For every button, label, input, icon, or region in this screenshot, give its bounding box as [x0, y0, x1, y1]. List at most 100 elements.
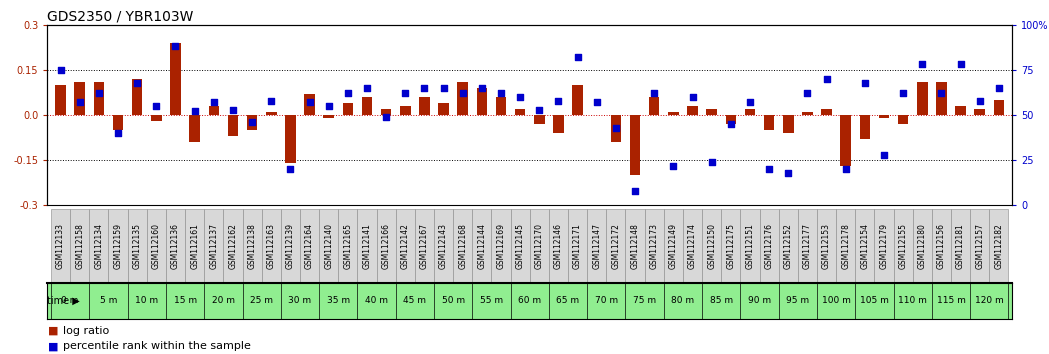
Point	[359, 85, 376, 91]
Point	[167, 44, 184, 49]
Point	[416, 85, 433, 91]
Bar	[553, 115, 563, 133]
Text: 30 m: 30 m	[288, 296, 312, 306]
Bar	[645, 209, 664, 283]
Bar	[242, 209, 261, 283]
Text: GSM112133: GSM112133	[56, 223, 65, 269]
Bar	[166, 209, 185, 283]
Text: GSM112172: GSM112172	[612, 223, 620, 269]
Bar	[683, 209, 702, 283]
Bar	[573, 85, 583, 115]
Text: GSM112168: GSM112168	[458, 223, 467, 269]
Text: GSM112166: GSM112166	[382, 223, 390, 269]
Bar	[741, 209, 759, 283]
Text: GSM112137: GSM112137	[210, 223, 218, 269]
Text: 45 m: 45 m	[404, 296, 426, 306]
Point	[148, 103, 165, 109]
Point	[320, 103, 337, 109]
Bar	[549, 209, 569, 283]
Point	[876, 152, 893, 158]
Text: 75 m: 75 m	[634, 296, 657, 306]
Text: GSM112139: GSM112139	[286, 223, 295, 269]
Text: GSM112134: GSM112134	[94, 223, 104, 269]
Text: 60 m: 60 m	[518, 296, 541, 306]
Point	[837, 166, 854, 172]
Text: 110 m: 110 m	[898, 296, 927, 306]
Text: GSM112170: GSM112170	[535, 223, 543, 269]
Bar	[266, 112, 277, 115]
Text: 50 m: 50 m	[442, 296, 465, 306]
Bar	[209, 106, 219, 115]
Bar	[472, 209, 491, 283]
Text: 100 m: 100 m	[821, 296, 851, 306]
Point	[301, 99, 318, 105]
Text: 5 m: 5 m	[100, 296, 117, 306]
Point	[378, 114, 394, 120]
Bar	[802, 112, 813, 115]
Text: GSM112154: GSM112154	[860, 223, 870, 269]
Text: GSM112175: GSM112175	[726, 223, 735, 269]
Text: 15 m: 15 m	[173, 296, 196, 306]
Bar	[668, 112, 679, 115]
Text: 85 m: 85 m	[710, 296, 733, 306]
Bar	[151, 115, 162, 121]
Text: GSM112177: GSM112177	[802, 223, 812, 269]
Point	[818, 76, 835, 82]
Bar	[511, 209, 530, 283]
Text: GSM112152: GSM112152	[784, 223, 793, 269]
Bar	[821, 109, 832, 115]
Point	[952, 62, 969, 67]
Bar	[722, 209, 741, 283]
Point	[187, 109, 204, 114]
Text: GSM112160: GSM112160	[152, 223, 160, 269]
Text: GSM112151: GSM112151	[746, 223, 754, 269]
Bar	[285, 115, 296, 163]
Bar	[438, 103, 449, 115]
Text: GSM112159: GSM112159	[113, 223, 123, 269]
Bar	[358, 209, 377, 283]
Bar	[894, 209, 913, 283]
Text: GSM112149: GSM112149	[669, 223, 678, 269]
Bar	[185, 209, 205, 283]
Point	[473, 85, 490, 91]
Bar	[625, 209, 645, 283]
Bar	[93, 82, 104, 115]
Text: GSM112161: GSM112161	[190, 223, 199, 269]
Point	[493, 91, 510, 96]
Text: GSM112157: GSM112157	[976, 223, 984, 269]
Text: percentile rank within the sample: percentile rank within the sample	[63, 341, 251, 351]
Bar	[936, 82, 946, 115]
Text: 90 m: 90 m	[748, 296, 771, 306]
Point	[914, 62, 930, 67]
Bar	[817, 209, 836, 283]
Text: log ratio: log ratio	[63, 326, 109, 336]
Bar	[362, 97, 372, 115]
Text: GSM112142: GSM112142	[401, 223, 410, 269]
Text: 115 m: 115 m	[937, 296, 965, 306]
Text: GSM112138: GSM112138	[248, 223, 257, 269]
Bar	[759, 209, 778, 283]
Text: GSM112174: GSM112174	[688, 223, 697, 269]
Text: 95 m: 95 m	[787, 296, 810, 306]
Bar	[51, 209, 70, 283]
Bar	[993, 100, 1004, 115]
Text: GSM112181: GSM112181	[956, 223, 965, 269]
Point	[90, 91, 107, 96]
Bar	[338, 209, 358, 283]
Point	[243, 119, 260, 125]
Bar	[569, 209, 587, 283]
Point	[129, 80, 146, 85]
Bar	[859, 115, 870, 139]
Point	[607, 125, 624, 131]
Bar	[836, 209, 855, 283]
Bar	[223, 209, 242, 283]
Text: time ▶: time ▶	[47, 296, 80, 306]
Text: GSM112141: GSM112141	[363, 223, 371, 269]
Text: GSM112148: GSM112148	[630, 223, 640, 269]
Text: GSM112182: GSM112182	[994, 223, 1004, 269]
Text: GSM112169: GSM112169	[496, 223, 506, 269]
Text: GSM112158: GSM112158	[76, 223, 84, 269]
Bar	[56, 85, 66, 115]
Bar	[190, 115, 200, 142]
Bar	[304, 94, 315, 115]
